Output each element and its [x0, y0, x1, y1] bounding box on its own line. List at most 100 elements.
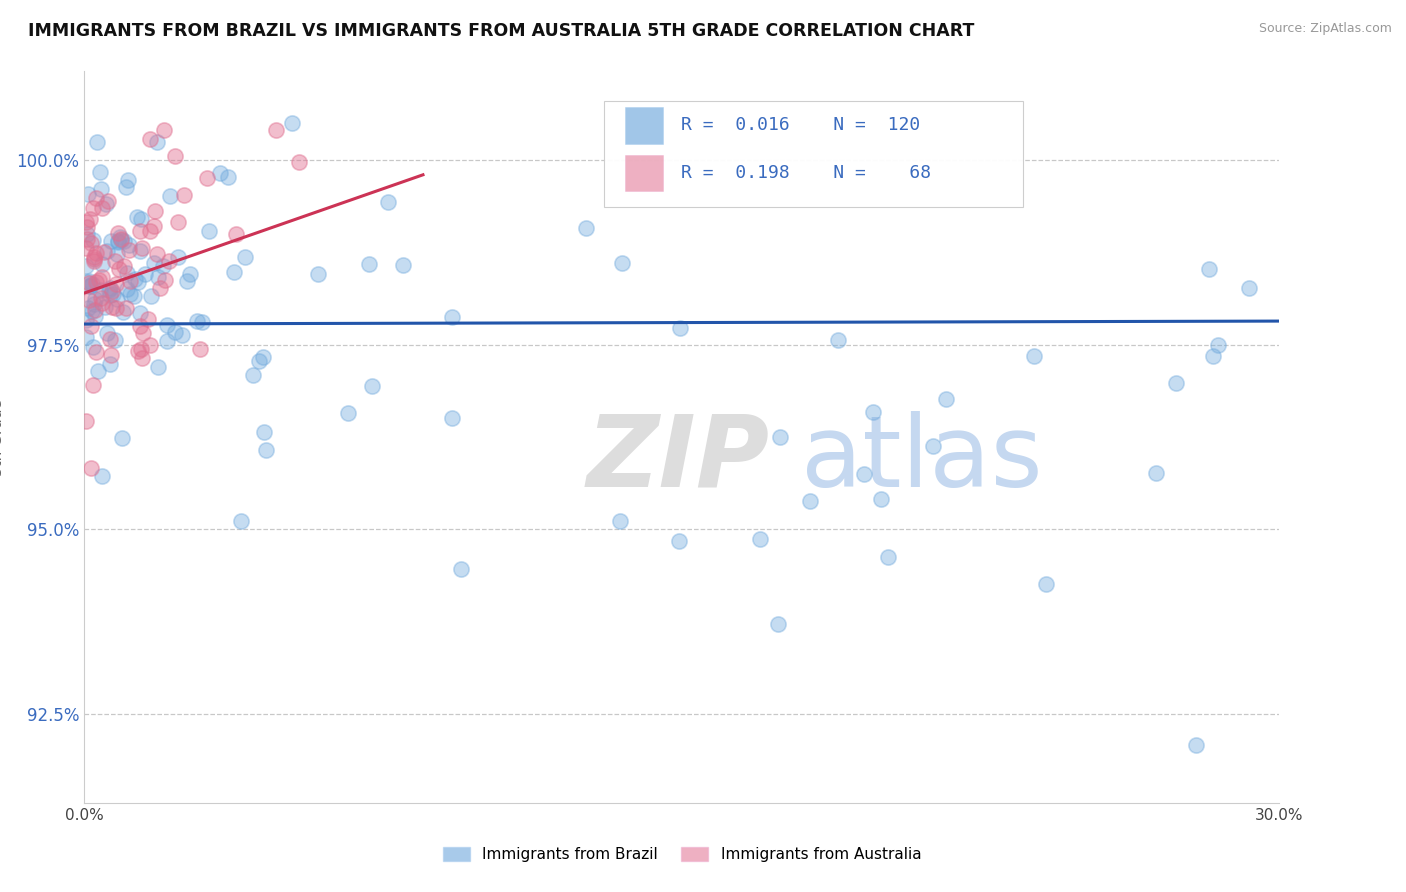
Point: [862, 405, 884, 419]
Point: [361, 379, 384, 393]
Legend: Immigrants from Brazil, Immigrants from Australia: Immigrants from Brazil, Immigrants from …: [436, 840, 928, 868]
Point: [76, 187, 98, 202]
Point: [128, 244, 150, 259]
Point: [167, 215, 190, 229]
Point: [266, 123, 288, 137]
Point: [128, 306, 150, 320]
Point: [157, 254, 180, 268]
Point: [377, 194, 399, 209]
Point: [117, 172, 139, 186]
Point: [90, 291, 112, 305]
Point: [195, 170, 218, 185]
Point: [80, 319, 103, 334]
Point: [84, 344, 107, 359]
Point: [146, 359, 169, 374]
Point: [96, 326, 118, 340]
Point: [441, 310, 464, 325]
Point: [110, 233, 132, 247]
Point: [138, 338, 160, 352]
Point: [253, 425, 276, 440]
Point: [766, 617, 789, 632]
Point: [131, 241, 153, 255]
Point: [159, 188, 181, 202]
Point: [768, 430, 790, 444]
Point: [392, 258, 415, 272]
Point: [80, 460, 103, 475]
Point: [82, 304, 104, 318]
Point: [90, 181, 112, 195]
Point: [225, 227, 247, 242]
Point: [231, 515, 253, 529]
Point: [235, 250, 257, 264]
Point: [107, 235, 129, 250]
Point: [166, 250, 188, 264]
Point: [440, 411, 463, 425]
Point: [84, 275, 107, 289]
Point: [98, 280, 121, 294]
Point: [876, 549, 898, 564]
Point: [122, 288, 145, 302]
Point: [853, 467, 876, 482]
Point: [83, 253, 105, 268]
Point: [1144, 467, 1167, 481]
Point: [91, 270, 114, 285]
Point: [75, 329, 97, 343]
Point: [112, 259, 135, 273]
Point: [110, 232, 132, 246]
Point: [149, 281, 172, 295]
Point: [242, 368, 264, 382]
Point: [91, 468, 114, 483]
Point: [108, 229, 131, 244]
Point: [799, 494, 821, 508]
Point: [1202, 349, 1225, 363]
Point: [101, 301, 124, 315]
Point: [143, 204, 166, 219]
Point: [80, 277, 103, 292]
Point: [281, 116, 304, 130]
Point: [79, 278, 101, 293]
Point: [134, 267, 156, 281]
Point: [124, 271, 146, 285]
Point: [669, 321, 692, 335]
Point: [76, 232, 98, 246]
Point: [82, 233, 104, 247]
Point: [83, 296, 105, 310]
Point: [107, 234, 129, 248]
Point: [129, 212, 152, 227]
Point: [609, 514, 631, 528]
Text: atlas: atlas: [801, 410, 1043, 508]
Point: [668, 534, 690, 549]
Point: [83, 303, 105, 318]
Point: [93, 245, 115, 260]
Point: [1198, 262, 1220, 277]
Point: [83, 250, 105, 264]
Point: [76, 227, 98, 241]
Point: [336, 406, 359, 420]
Point: [97, 194, 120, 208]
Point: [79, 211, 101, 226]
Point: [163, 149, 186, 163]
Point: [76, 220, 98, 235]
Point: [89, 283, 111, 297]
Point: [1164, 376, 1187, 390]
Point: [143, 256, 166, 270]
Point: [118, 237, 141, 252]
Point: [80, 236, 103, 251]
Text: IMMIGRANTS FROM BRAZIL VS IMMIGRANTS FROM AUSTRALIA 5TH GRADE CORRELATION CHART: IMMIGRANTS FROM BRAZIL VS IMMIGRANTS FRO…: [28, 22, 974, 40]
Point: [749, 532, 772, 546]
Point: [82, 377, 104, 392]
Point: [208, 166, 231, 180]
Point: [222, 265, 245, 279]
Point: [156, 334, 179, 348]
Point: [191, 315, 214, 329]
Point: [101, 287, 124, 301]
Point: [152, 259, 174, 273]
Point: [156, 318, 179, 332]
Point: [87, 364, 110, 378]
Point: [129, 224, 152, 238]
Point: [100, 287, 122, 301]
Point: [100, 333, 122, 347]
Point: [115, 282, 138, 296]
Point: [146, 247, 169, 261]
Point: [922, 439, 945, 453]
